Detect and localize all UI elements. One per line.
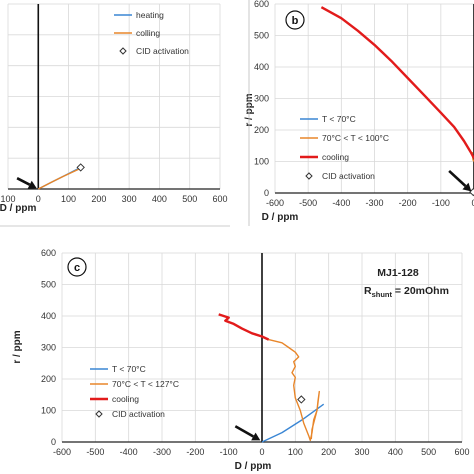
series-group: [218, 313, 325, 443]
y-tick-label: 400: [41, 311, 56, 321]
y-tick-label: 600: [41, 248, 56, 258]
x-tick-label: -600: [53, 447, 71, 457]
panel-tag-circle: [285, 10, 305, 30]
y-tick-label: 200: [41, 374, 56, 384]
y-tick-label: 0: [51, 437, 56, 447]
legend-swatch: [305, 172, 313, 180]
y-tick-label: 600: [254, 0, 269, 9]
x-tick-label: -500: [299, 198, 317, 208]
x-tick-label: 100: [0, 194, 15, 204]
cid-activation-marker: [297, 395, 306, 404]
x-tick-label: -100: [432, 198, 450, 208]
x-tick-label: 500: [182, 194, 197, 204]
legend-entry: cooling: [322, 152, 349, 162]
y-tick-label: 300: [254, 94, 269, 104]
series-line-cooling: [320, 6, 474, 159]
y-tick-labels: 0 100 200 300 400 500 600: [41, 248, 56, 447]
arrow-head: [462, 182, 472, 192]
arrow-head: [251, 432, 261, 441]
legend-entry: CID activation: [112, 409, 165, 419]
legend-entry: colling: [136, 28, 160, 38]
x-tick-label: 300: [122, 194, 137, 204]
x-tick-label: -200: [186, 447, 204, 457]
x-tick-label: -200: [399, 198, 417, 208]
annotation-sample-id: MJ1-128: [377, 267, 419, 279]
series-line-colling: [37, 168, 80, 190]
legend: T < 70°C 70°C < T < 127°C cooling CID activ…: [90, 364, 179, 419]
panel-tag: c: [74, 262, 80, 274]
arrow-shaft: [234, 425, 255, 438]
x-tick-label: 0: [471, 198, 474, 208]
y-tick-label: 500: [41, 280, 56, 290]
panel-tag: b: [292, 15, 299, 27]
arrow-shaft: [16, 177, 31, 186]
x-tick-label: 600: [454, 447, 469, 457]
y-tick-labels: 0 100 200 300 400 500 600: [254, 0, 269, 198]
x-tick-label: 100: [61, 194, 76, 204]
legend-entry: T < 70°C: [112, 364, 146, 374]
y-tick-label: 500: [254, 31, 269, 41]
series-group: [37, 163, 85, 190]
y-tick-label: 0: [264, 188, 269, 198]
legend-entry: 70°C < T < 127°C: [112, 379, 179, 389]
annotation-value: = 20mOhm: [392, 285, 449, 297]
arrow-shaft: [448, 169, 467, 187]
x-tick-label: -400: [120, 447, 138, 457]
series-line-t-70-c: [261, 403, 325, 443]
panel-tag-circle: [67, 257, 87, 277]
y-tick-label: 100: [254, 157, 269, 167]
legend: heating colling CID activation: [114, 10, 189, 56]
x-tick-label: 400: [152, 194, 167, 204]
legend-swatch: [95, 410, 103, 418]
x-tick-labels: -600 -500 -400 -300 -200 -100 0 100 200 300 400 500…: [53, 447, 470, 457]
x-tick-label: 300: [354, 447, 369, 457]
legend-entry: heating: [136, 10, 164, 20]
x-axis-label: D / ppm: [262, 212, 299, 223]
legend-entry: 70°C < T < 100°C: [322, 133, 389, 143]
x-tick-label: 200: [321, 447, 336, 457]
x-tick-label: 0: [259, 447, 264, 457]
legend-entry: CID activation: [136, 46, 189, 56]
y-axis-label: r / ppm: [12, 330, 23, 363]
gridlines: [7, 3, 221, 190]
y-tick-label: 300: [41, 343, 56, 353]
x-tick-label: -500: [86, 447, 104, 457]
series-line-70-c-t-127-c: [268, 338, 320, 442]
y-tick-label: 100: [41, 406, 56, 416]
x-tick-label: -300: [365, 198, 383, 208]
legend-entry: CID activation: [322, 171, 375, 181]
x-tick-labels: -600 -500 -400 -300 -200 -100 0: [266, 198, 474, 208]
legend-entry: T < 70°C: [322, 114, 356, 124]
x-tick-label: -600: [266, 198, 284, 208]
y-tick-label: 200: [254, 125, 269, 135]
x-tick-labels: 100 0 100 200 300 400 500 600: [0, 194, 227, 204]
x-axis-label: D / ppm: [235, 461, 272, 472]
x-tick-label: 100: [288, 447, 303, 457]
gridlines: [274, 3, 474, 194]
x-tick-label: 200: [91, 194, 106, 204]
y-axis-label: r / ppm: [244, 93, 255, 126]
legend-entry: cooling: [112, 394, 139, 404]
annotation-r: R: [364, 285, 372, 297]
series-line-cooling: [218, 313, 270, 341]
annotation-subscript: shunt: [372, 290, 393, 299]
panel-b: -600 -500 -400 -300 -200 -100 0 0 100 200 300 400 50…: [244, 0, 474, 226]
x-axis-label: D / ppm: [0, 203, 36, 214]
legend-swatch: [119, 47, 127, 55]
x-tick-label: -400: [332, 198, 350, 208]
x-tick-label: 500: [421, 447, 436, 457]
arrow-head: [27, 180, 37, 189]
x-tick-label: -100: [220, 447, 238, 457]
annotation-shunt: Rshunt = 20mOhm: [364, 285, 449, 299]
panel-c: -600 -500 -400 -300 -200 -100 0 100 200 300 400 500…: [12, 248, 470, 472]
x-tick-label: 400: [388, 447, 403, 457]
legend: T < 70°C 70°C < T < 100°C cooling CID activ…: [300, 114, 389, 181]
cid-activation-marker: [76, 163, 85, 172]
x-tick-label: 0: [36, 194, 41, 204]
x-tick-label: 600: [212, 194, 227, 204]
panel-a: 100 0 100 200 300 400 500 600 D / ppm heating coll…: [0, 3, 230, 227]
x-tick-label: -300: [153, 447, 171, 457]
y-tick-label: 400: [254, 62, 269, 72]
